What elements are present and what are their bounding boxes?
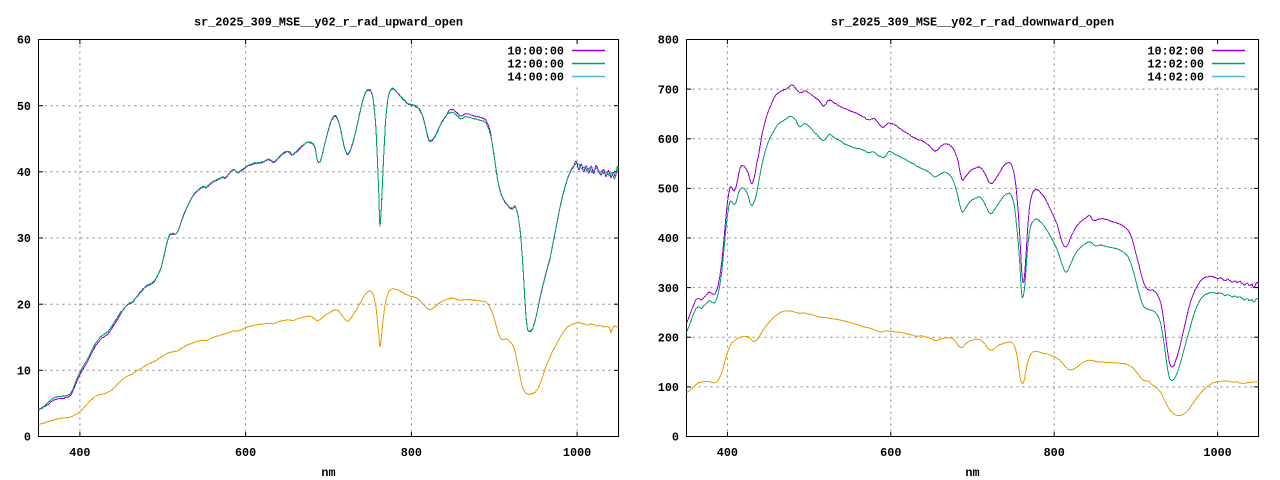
- svg-text:30: 30: [17, 232, 31, 246]
- svg-text:20: 20: [17, 298, 31, 312]
- svg-text:10:00:00: 10:00:00: [507, 45, 564, 59]
- svg-text:14:00:00: 14:00:00: [507, 71, 564, 85]
- svg-text:400: 400: [658, 232, 679, 246]
- svg-text:0: 0: [672, 431, 679, 445]
- svg-text:800: 800: [658, 34, 679, 48]
- svg-text:600: 600: [658, 133, 679, 147]
- svg-text:14:02:00: 14:02:00: [1147, 71, 1204, 85]
- svg-text:60: 60: [17, 34, 31, 48]
- svg-text:400: 400: [717, 446, 738, 460]
- svg-text:10:02:00: 10:02:00: [1147, 45, 1204, 59]
- svg-text:100: 100: [658, 381, 679, 395]
- svg-text:0: 0: [24, 431, 31, 445]
- svg-text:600: 600: [235, 446, 256, 460]
- svg-text:700: 700: [658, 83, 679, 97]
- svg-text:nm: nm: [321, 466, 335, 480]
- svg-text:sr_2025_309_MSE__y02_r_rad_dow: sr_2025_309_MSE__y02_r_rad_downward_open: [831, 16, 1114, 30]
- svg-text:200: 200: [658, 331, 679, 345]
- svg-text:12:00:00: 12:00:00: [507, 58, 564, 72]
- svg-text:800: 800: [401, 446, 422, 460]
- svg-text:600: 600: [880, 446, 901, 460]
- svg-text:300: 300: [658, 282, 679, 296]
- svg-text:1000: 1000: [563, 446, 591, 460]
- svg-text:1000: 1000: [1203, 446, 1231, 460]
- svg-text:12:02:00: 12:02:00: [1147, 58, 1204, 72]
- svg-text:500: 500: [658, 183, 679, 197]
- svg-text:50: 50: [17, 100, 31, 114]
- svg-text:sr_2025_309_MSE__y02_r_rad_upw: sr_2025_309_MSE__y02_r_rad_upward_open: [194, 16, 463, 30]
- svg-text:10: 10: [17, 365, 31, 379]
- svg-text:40: 40: [17, 166, 31, 180]
- svg-text:400: 400: [69, 446, 90, 460]
- svg-text:nm: nm: [965, 466, 979, 480]
- svg-text:800: 800: [1044, 446, 1065, 460]
